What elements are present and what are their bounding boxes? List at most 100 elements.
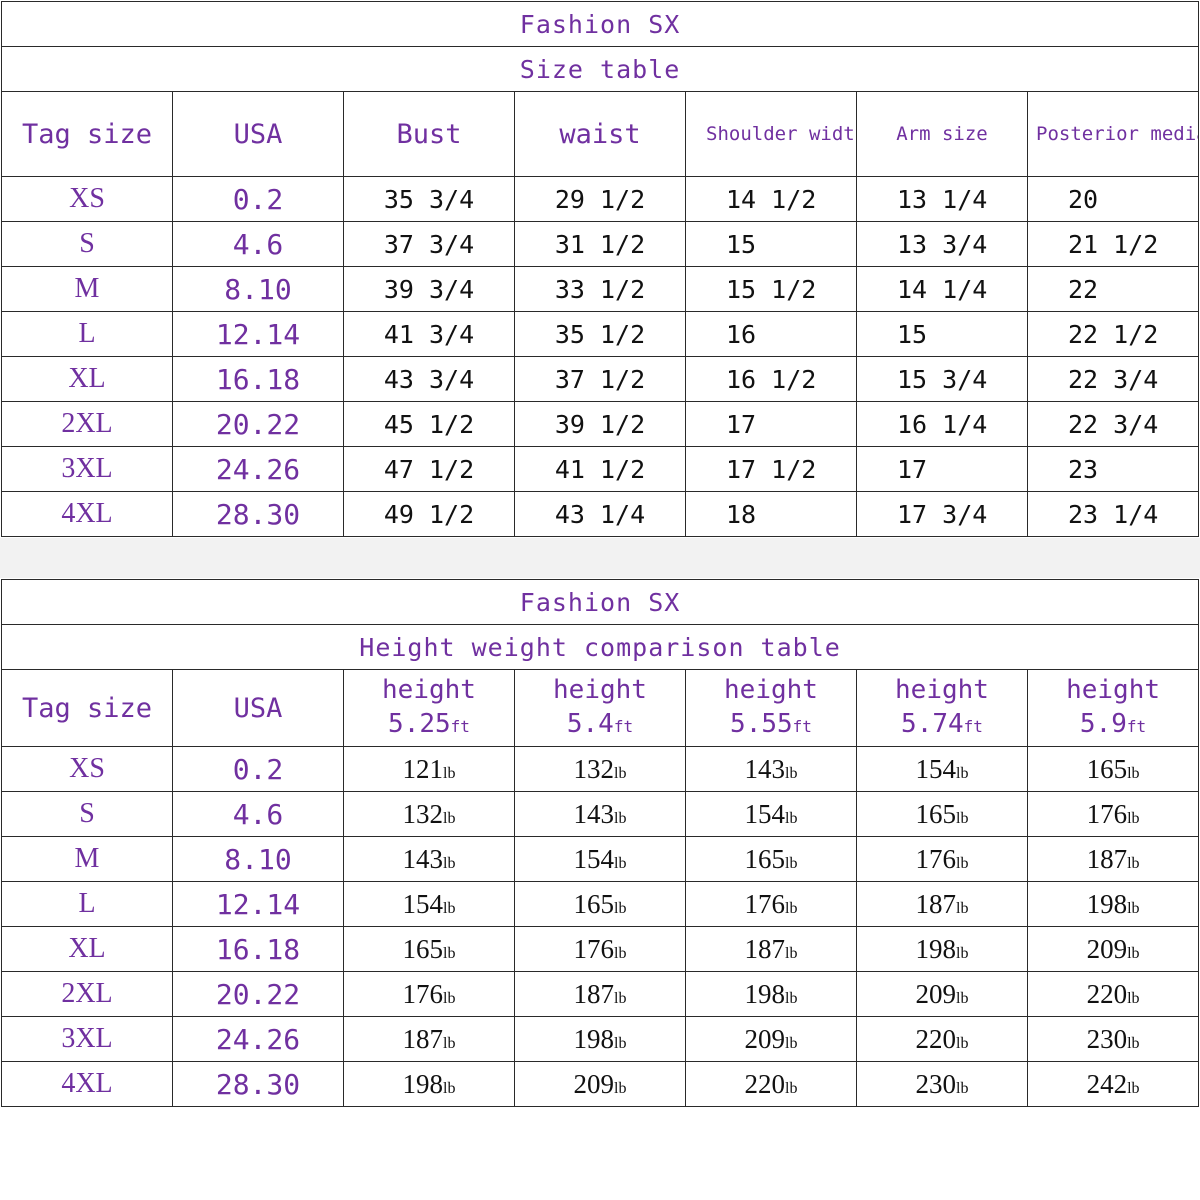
weight-unit: lb [1127,1034,1140,1052]
weight-value: 176 [744,888,786,919]
header-height-3: height 5.55ft [685,669,857,747]
weight-unit: lb [443,1034,456,1052]
height-unit: ft [792,716,812,736]
weight-cell: 176lb [343,971,515,1017]
header-waist: waist [514,91,686,177]
weight-cell: 187lb [514,971,686,1017]
weight-value: 176 [573,933,615,964]
weight-unit: lb [1127,989,1140,1007]
weight-value: 176 [915,843,957,874]
weight-value: 230 [1086,1023,1128,1054]
height-number: 5.55 [730,708,793,739]
weight-cell: 187lb [685,926,857,972]
table-row: XS 0.2 35 3/4 29 1/2 14 1/2 13 1/4 20 [1,176,1200,222]
weight-unit: lb [443,1079,456,1097]
usa-size-cell: 16.18 [172,356,344,402]
weight-cell: 209lb [856,971,1028,1017]
shoulder-width-cell: 15 [685,221,857,267]
table-row: 4XL 28.30 49 1/2 43 1/4 18 17 3/4 23 1/4 [1,491,1200,537]
weight-unit: lb [785,1079,798,1097]
header-tag-size: Tag size [1,91,173,177]
weight-unit: lb [614,854,627,872]
weight-value: 154 [744,798,786,829]
height-number: 5.74 [901,708,964,739]
header-tag-size: Tag size [1,669,173,747]
weight-value: 143 [573,798,615,829]
header-height-1: height 5.25ft [343,669,515,747]
table-row: S 4.6 37 3/4 31 1/2 15 13 3/4 21 1/2 [1,221,1200,267]
usa-size-cell: 28.30 [172,491,344,537]
header-posterior-median-length: Posterior median length [1026,91,1200,177]
usa-size-cell: 24.26 [172,446,344,492]
weight-cell: 198lb [685,971,857,1017]
bust-cell: 47 1/2 [343,446,515,492]
weight-value: 198 [573,1023,615,1054]
height-unit: ft [1126,716,1147,736]
shoulder-width-cell: 16 [685,311,857,357]
weight-value: 143 [402,843,444,874]
weight-value: 220 [915,1023,957,1054]
arm-size-cell: 17 3/4 [856,491,1028,537]
weight-cell: 165lb [514,881,686,927]
weight-cell: 230lb [1026,1016,1200,1062]
weight-unit: lb [956,1079,969,1097]
weight-unit: lb [1127,944,1140,962]
weight-value: 154 [573,843,615,874]
weight-cell: 176lb [856,836,1028,882]
shoulder-width-cell: 14 1/2 [685,176,857,222]
weight-table-header-row: Tag size USA height 5.25ft height 5.4ft heig… [1,669,1200,747]
weight-value: 187 [1086,843,1128,874]
tag-size-cell: L [1,311,173,357]
height-number: 5.25 [388,708,451,739]
arm-size-cell: 15 [856,311,1028,357]
height-value: 5.25ft [345,707,514,744]
weight-cell: 154lb [514,836,686,882]
weight-value: 165 [915,798,957,829]
weight-value: 220 [744,1068,786,1099]
weight-value: 230 [915,1068,957,1099]
waist-cell: 35 1/2 [514,311,686,357]
posterior-length-cell: 23 1/4 [1026,491,1200,537]
bust-cell: 49 1/2 [343,491,515,537]
usa-size-cell: 0.2 [172,746,344,792]
height-label: height [895,674,989,705]
weight-unit: lb [614,1034,627,1052]
weight-unit: lb [1127,809,1140,827]
weight-cell: 165lb [343,926,515,972]
shoulder-width-cell: 15 1/2 [685,266,857,312]
weight-unit: lb [614,809,627,827]
weight-cell: 176lb [685,881,857,927]
waist-cell: 41 1/2 [514,446,686,492]
usa-size-cell: 20.22 [172,401,344,447]
weight-value: 220 [1086,978,1128,1009]
weight-table-brand: Fashion SX [0,579,1200,625]
header-height-2: height 5.4ft [514,669,686,747]
weight-value: 209 [744,1023,786,1054]
tag-size-cell: L [1,881,173,927]
posterior-length-cell: 22 3/4 [1026,356,1200,402]
weight-unit: lb [1127,764,1140,782]
size-table-brand: Fashion SX [0,1,1200,47]
height-value: 5.9ft [1029,707,1198,744]
height-number: 5.9 [1079,708,1127,739]
usa-size-cell: 16.18 [172,926,344,972]
weight-cell: 165lb [856,791,1028,837]
weight-unit: lb [785,1034,798,1052]
height-unit: ft [963,716,983,736]
weight-unit: lb [956,899,969,917]
tag-size-cell: XS [1,746,173,792]
weight-cell: 154lb [343,881,515,927]
height-label: height [553,674,647,705]
header-bust: Bust [343,91,515,177]
table-separator [0,538,1200,578]
header-arm-size: Arm size [856,91,1028,177]
tag-size-cell: M [1,836,173,882]
weight-value: 165 [402,933,444,964]
weight-cell: 230lb [856,1061,1028,1107]
weight-value: 242 [1086,1068,1128,1099]
weight-value: 209 [573,1068,615,1099]
waist-cell: 33 1/2 [514,266,686,312]
header-usa: USA [172,91,344,177]
weight-unit: lb [956,854,969,872]
weight-cell: 176lb [1026,791,1200,837]
